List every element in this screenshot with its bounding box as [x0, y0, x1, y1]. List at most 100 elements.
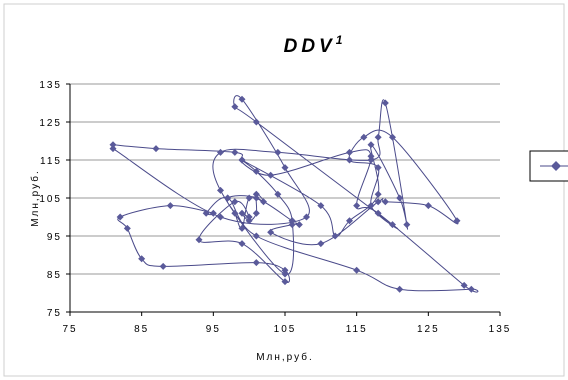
data-point [317, 202, 325, 210]
data-point [367, 152, 375, 160]
data-point [374, 164, 382, 172]
data-point [245, 213, 253, 221]
data-point [274, 148, 282, 156]
data-point [403, 221, 411, 229]
x-tick-label: 125 [417, 324, 440, 335]
tick-labels: 75 85 95 105 115 125 135 75 85 95 105 115 125 135 [39, 80, 512, 335]
data-point [195, 236, 203, 244]
data-point [360, 133, 368, 141]
legend [529, 150, 568, 182]
data-point [367, 156, 375, 164]
data-point [281, 278, 289, 286]
x-tick-label: 115 [346, 324, 368, 335]
data-point [467, 285, 475, 293]
x-tick-label: 75 [62, 324, 77, 335]
data-point [288, 217, 296, 225]
data-point [353, 202, 361, 210]
data-point [396, 285, 404, 293]
data-point [374, 190, 382, 198]
data-point [245, 194, 253, 202]
data-point [238, 224, 246, 232]
data-point [166, 202, 174, 210]
data-point [123, 224, 131, 232]
data-point [152, 145, 160, 153]
data-point [381, 99, 389, 107]
data-point [346, 148, 353, 156]
y-tick-label: 85 [47, 270, 62, 281]
data-point [252, 118, 260, 126]
data-point [281, 164, 289, 172]
data-point [396, 194, 404, 202]
axes [66, 83, 501, 316]
data-point [281, 270, 289, 278]
data-point [202, 209, 210, 217]
data-point [217, 186, 224, 194]
data-point [331, 232, 339, 240]
data-point [252, 167, 260, 175]
data-point [367, 202, 375, 210]
data-point [231, 209, 239, 217]
x-tick-label: 135 [489, 324, 512, 335]
y-tick-label: 135 [39, 80, 62, 91]
x-tick-label: 105 [274, 324, 297, 335]
data-point [389, 221, 396, 229]
data-point [217, 213, 224, 221]
data-point [389, 133, 396, 141]
data-point [453, 217, 461, 225]
data-point [374, 133, 382, 141]
data-point [109, 141, 117, 149]
data-point [295, 221, 303, 229]
data-point [252, 194, 260, 202]
data-point [245, 217, 253, 225]
data-point [374, 209, 382, 217]
data-point [231, 198, 239, 206]
x-tick-label: 95 [206, 324, 221, 335]
data-point [209, 209, 217, 217]
data-point [367, 141, 375, 149]
data-point [374, 198, 382, 206]
data-point [238, 156, 246, 164]
chart-title-main: DDV [284, 36, 336, 57]
data-point [460, 281, 468, 289]
data-point [252, 190, 260, 198]
data-point [238, 209, 246, 217]
data-point [346, 217, 353, 225]
data-point [252, 232, 260, 240]
x-tick-label: 85 [134, 324, 149, 335]
y-tick-label: 125 [39, 118, 62, 129]
data-point [231, 103, 239, 111]
data-point [138, 255, 146, 263]
data-point [424, 202, 432, 210]
chart-title-superscript: 1 [336, 33, 347, 47]
data-point [238, 240, 246, 248]
y-tick-label: 95 [47, 232, 62, 243]
data-point [353, 266, 361, 274]
data-point [260, 198, 267, 206]
data-point [116, 213, 124, 221]
data-point [224, 194, 232, 202]
data-point [267, 228, 275, 236]
y-axis-title: Млн,руб. [29, 169, 41, 227]
y-tick-label: 115 [40, 156, 62, 167]
data-point [288, 221, 296, 229]
chart-title: DDV1 [284, 33, 347, 57]
data-point [238, 95, 246, 103]
data-point [274, 190, 282, 198]
data-point [303, 213, 310, 221]
data-point [317, 240, 325, 248]
data-point [109, 145, 117, 153]
data-point [217, 148, 224, 156]
legend-series-marker [551, 161, 561, 171]
y-tick-label: 75 [47, 308, 62, 319]
data-point [346, 156, 353, 164]
data-point [252, 259, 260, 267]
data-point [281, 266, 289, 274]
x-axis-title: Млн,руб. [256, 351, 314, 363]
data-point [159, 262, 167, 270]
data-point [252, 209, 260, 217]
y-tick-label: 105 [39, 194, 62, 205]
data-point [267, 171, 275, 179]
data-points [109, 95, 475, 293]
